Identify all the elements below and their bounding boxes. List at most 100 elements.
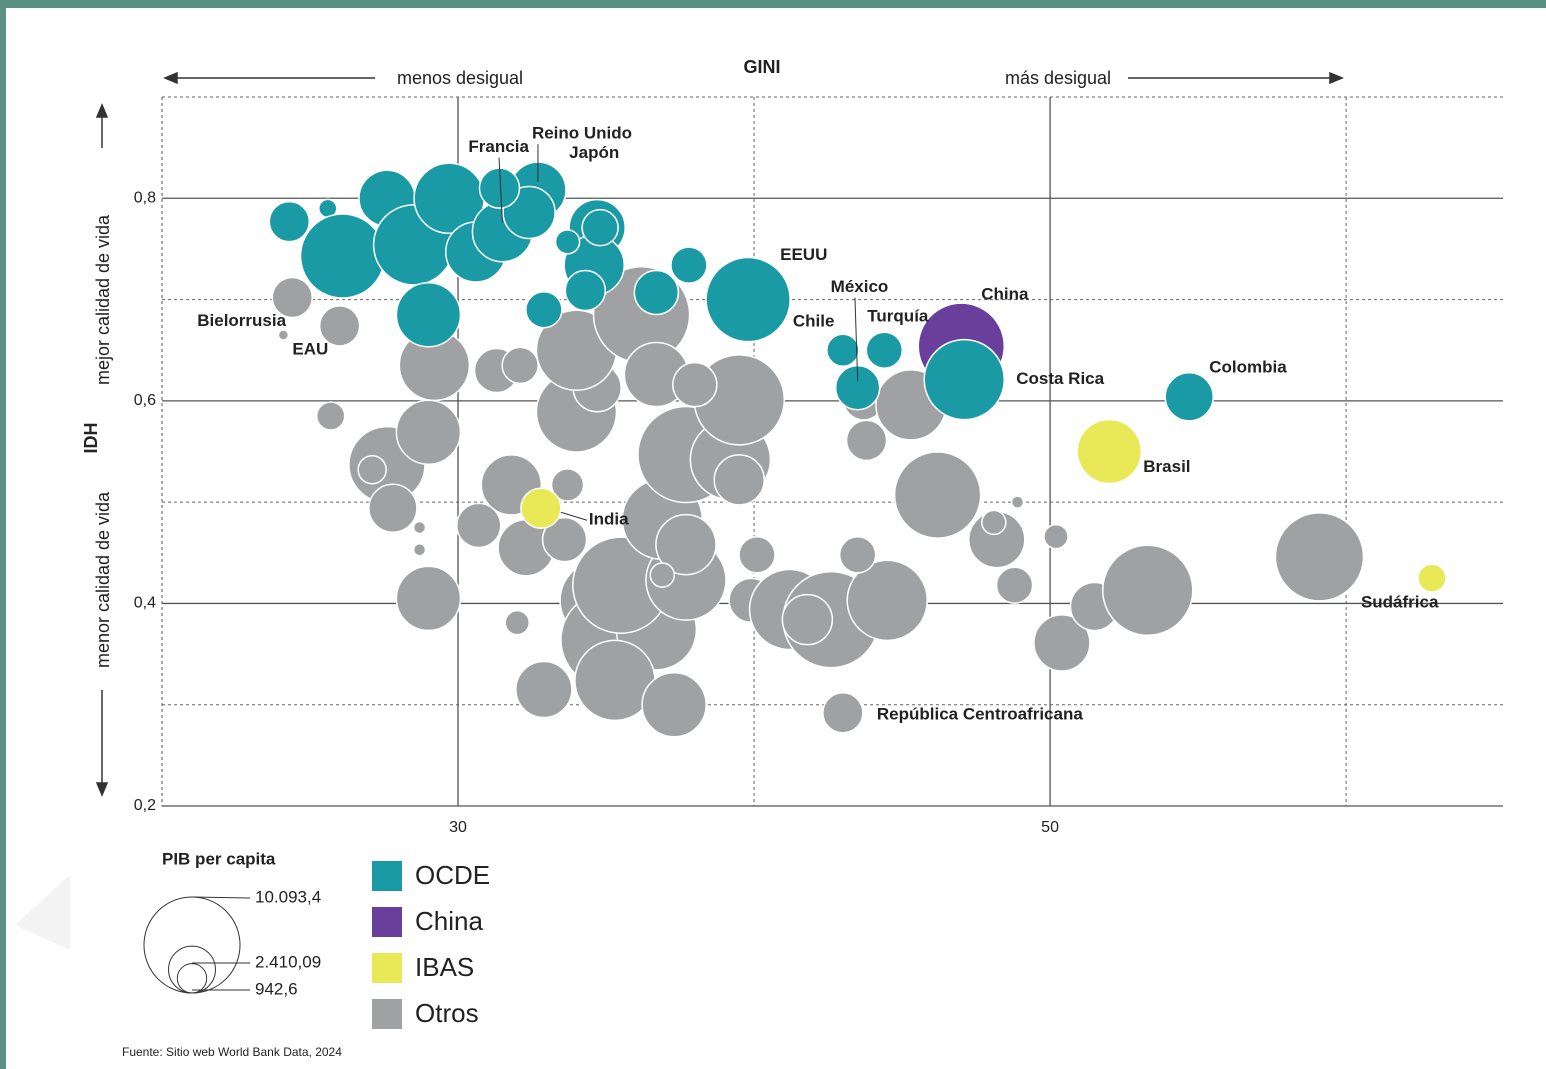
size-legend-label: 2.410,09	[255, 952, 321, 971]
data-label: México	[831, 277, 889, 296]
bubble	[846, 559, 929, 642]
bubble	[1010, 495, 1025, 509]
bubble	[923, 338, 1005, 421]
bubble	[670, 246, 708, 284]
leader	[498, 157, 503, 223]
bubble	[520, 487, 562, 529]
legend-swatch	[372, 907, 402, 937]
bubble	[395, 399, 462, 466]
bubble	[633, 269, 680, 316]
bubble	[455, 502, 502, 549]
data-label: República Centroafricana	[877, 704, 1083, 723]
bubble	[1417, 563, 1447, 593]
legend-swatch	[372, 953, 402, 983]
bubble	[1274, 512, 1365, 602]
bubble	[368, 483, 418, 533]
bubble	[277, 329, 290, 341]
legend-label: OCDE	[415, 860, 490, 890]
bubble	[672, 361, 718, 408]
bubble	[1102, 544, 1194, 637]
bubble	[271, 276, 314, 319]
legend-label: China	[415, 906, 483, 936]
data-label: Francia	[468, 137, 529, 156]
source: Fuente: Sitio web World Bank Data, 2024	[122, 1045, 342, 1059]
bubble	[525, 290, 563, 329]
bubble	[550, 468, 585, 502]
data-label: EAU	[292, 340, 328, 359]
bubble	[995, 566, 1034, 604]
data-label: EEUU	[780, 245, 827, 264]
bubbles	[268, 161, 1447, 738]
bubble	[713, 454, 766, 506]
bubble	[412, 520, 427, 535]
size-legend-title: PIB per capita	[162, 849, 276, 868]
x-tick-label: 50	[1041, 819, 1059, 836]
bubble	[318, 305, 361, 347]
y-label: IDH	[81, 423, 101, 454]
bubble	[541, 516, 588, 563]
bubble	[826, 333, 860, 367]
bubble	[1076, 418, 1143, 485]
bubble	[1164, 372, 1214, 422]
bubble	[1033, 614, 1091, 672]
bubble	[705, 256, 791, 343]
data-label: Sudáfrica	[1361, 593, 1439, 612]
bubble	[268, 200, 311, 243]
size-legend-label: 10.093,4	[255, 887, 321, 906]
bubble	[315, 401, 346, 431]
y-tick-label: 0,6	[134, 392, 156, 409]
labels: Bielorrusia EAU República Centroafricana In…	[197, 124, 1439, 724]
data-label: Costa Rica	[1016, 369, 1104, 388]
bubble	[395, 565, 462, 632]
bubble	[299, 213, 386, 299]
bubble	[501, 346, 539, 385]
decor	[15, 875, 70, 950]
y-tick-label: 0,8	[134, 190, 156, 207]
bubble	[412, 542, 427, 557]
leader	[854, 297, 859, 382]
bubble	[1043, 523, 1069, 550]
bubble	[395, 282, 462, 348]
bubble	[504, 609, 530, 636]
y-tick-label: 0,2	[134, 797, 156, 814]
bubble	[655, 513, 717, 576]
data-label: China	[981, 285, 1029, 304]
data-label: Turquía	[867, 307, 929, 326]
bubble	[738, 536, 776, 574]
legend-swatch	[372, 861, 402, 891]
bubble	[357, 454, 387, 485]
size-legend-leader	[191, 896, 251, 899]
leader	[560, 511, 588, 521]
y-note: mejor calidad de vida	[93, 214, 113, 385]
data-label: India	[589, 510, 629, 529]
bubble	[838, 536, 877, 574]
bubble	[893, 451, 982, 539]
bubble	[845, 419, 888, 462]
x-note: menos desigual	[397, 68, 523, 88]
bubble	[781, 593, 834, 646]
x-tick-label: 30	[449, 819, 467, 836]
bubble	[649, 562, 676, 588]
data-label: Reino Unido	[532, 124, 632, 143]
data-label: Brasil	[1143, 457, 1190, 476]
bubble	[554, 229, 581, 255]
legend-label: Otros	[415, 998, 479, 1028]
y-note: menor calidad de vida	[93, 491, 113, 668]
data-label: Bielorrusia	[197, 311, 286, 330]
size-legend-circle	[176, 963, 208, 994]
chart-title: GINI	[743, 57, 780, 77]
arrows	[95, 71, 1344, 797]
bubble	[822, 692, 864, 734]
x-note: más desigual	[1005, 68, 1111, 88]
bubble	[981, 509, 1007, 536]
legend-label: IBAS	[415, 952, 474, 982]
bubble	[865, 331, 904, 369]
legend-swatch	[372, 999, 402, 1029]
data-label: Colombia	[1209, 357, 1287, 376]
bubble	[641, 671, 707, 738]
bubble	[581, 208, 619, 247]
data-label: Chile	[793, 312, 835, 331]
data-label: Japón	[569, 143, 619, 162]
size-legend-label: 942,6	[255, 979, 298, 998]
